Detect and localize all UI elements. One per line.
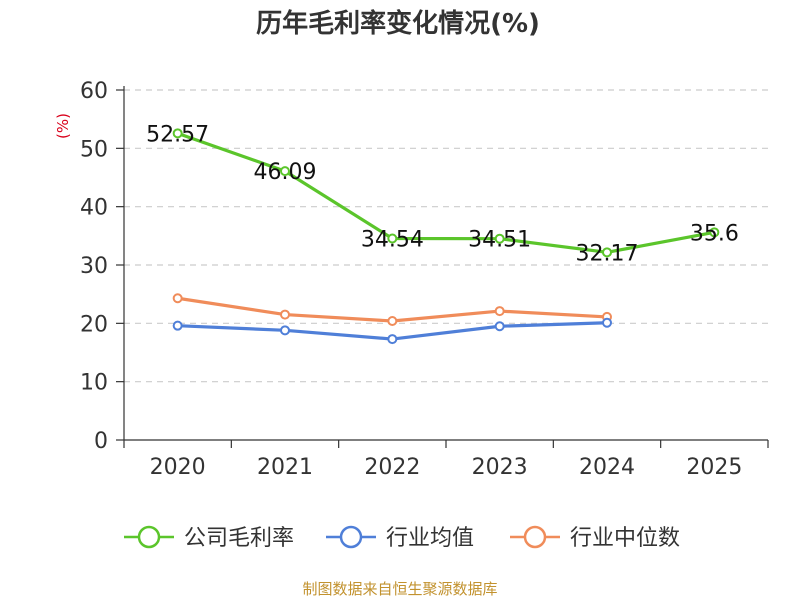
- data-point: [172, 128, 183, 139]
- data-point: [280, 309, 290, 320]
- series-group: [172, 128, 720, 345]
- data-point: [387, 316, 398, 326]
- data-label: 46.09: [254, 160, 317, 185]
- data-point: [172, 320, 183, 331]
- legend-item-0: 公司毛利率: [124, 525, 294, 551]
- y-tick-label: 20: [80, 312, 108, 337]
- data-label: 32.17: [576, 241, 639, 266]
- x-tick-label: 2025: [686, 455, 742, 480]
- data-point: [387, 233, 398, 244]
- source-note: 制图数据来自恒生聚源数据库: [302, 580, 497, 598]
- legend-item-2: 行业中位数: [510, 525, 680, 551]
- data-point: [602, 317, 612, 328]
- data-point: [387, 334, 398, 345]
- data-point: [280, 325, 290, 336]
- x-tick-label: 2021: [257, 455, 313, 480]
- data-point: [494, 306, 505, 317]
- legend-marker: [523, 525, 547, 549]
- data-label: 52.57: [146, 122, 209, 147]
- legend: 公司毛利率 行业均值 行业中位数: [124, 525, 680, 551]
- y-tick-label: 0: [94, 429, 108, 454]
- data-point: [494, 233, 505, 244]
- y-tick-label: 10: [80, 371, 108, 396]
- data-point: [709, 227, 720, 238]
- grid-lines: [124, 89, 768, 383]
- y-tick-label: 30: [80, 254, 108, 279]
- data-point: [172, 293, 183, 304]
- data-label: 34.51: [468, 228, 531, 253]
- data-point: [280, 166, 290, 177]
- data-label: 34.54: [361, 228, 424, 253]
- series-line-0: [177, 131, 715, 254]
- legend-label: 行业中位数: [570, 526, 680, 551]
- y-tick-label: 50: [80, 137, 108, 162]
- x-tick-label: 2023: [472, 455, 528, 480]
- x-tick-label: 2022: [364, 455, 420, 480]
- legend-item-1: 行业均值: [326, 525, 474, 551]
- data-point: [602, 247, 612, 258]
- data-point: [494, 321, 505, 332]
- legend-label: 公司毛利率: [184, 526, 294, 551]
- legend-marker: [137, 525, 161, 549]
- data-label: 35.6: [690, 221, 739, 246]
- axes: 0 10 20 30 40 50 60 2020 2021 2022 2023 2024 2025: [80, 79, 769, 480]
- data-labels: 52.57 46.09 34.54 34.51 32.17 35.6: [146, 122, 739, 266]
- legend-label: 行业均值: [386, 526, 474, 551]
- chart-title: 历年毛利率变化情况(%): [256, 8, 540, 39]
- y-tick-label: 40: [80, 196, 108, 221]
- x-tick-label: 2020: [150, 455, 206, 480]
- legend-marker: [339, 525, 363, 549]
- y-axis-label: (%): [54, 113, 72, 139]
- x-tick-label: 2024: [579, 455, 635, 480]
- y-tick-label: 60: [80, 79, 108, 104]
